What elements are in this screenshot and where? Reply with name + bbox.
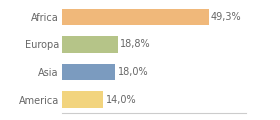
Bar bbox=[62, 64, 115, 80]
Bar bbox=[62, 36, 118, 53]
Text: 49,3%: 49,3% bbox=[211, 12, 242, 22]
Text: 18,0%: 18,0% bbox=[118, 67, 148, 77]
Text: 14,0%: 14,0% bbox=[106, 95, 136, 105]
Bar bbox=[62, 91, 103, 108]
Text: 18,8%: 18,8% bbox=[120, 39, 151, 49]
Bar bbox=[62, 9, 209, 25]
